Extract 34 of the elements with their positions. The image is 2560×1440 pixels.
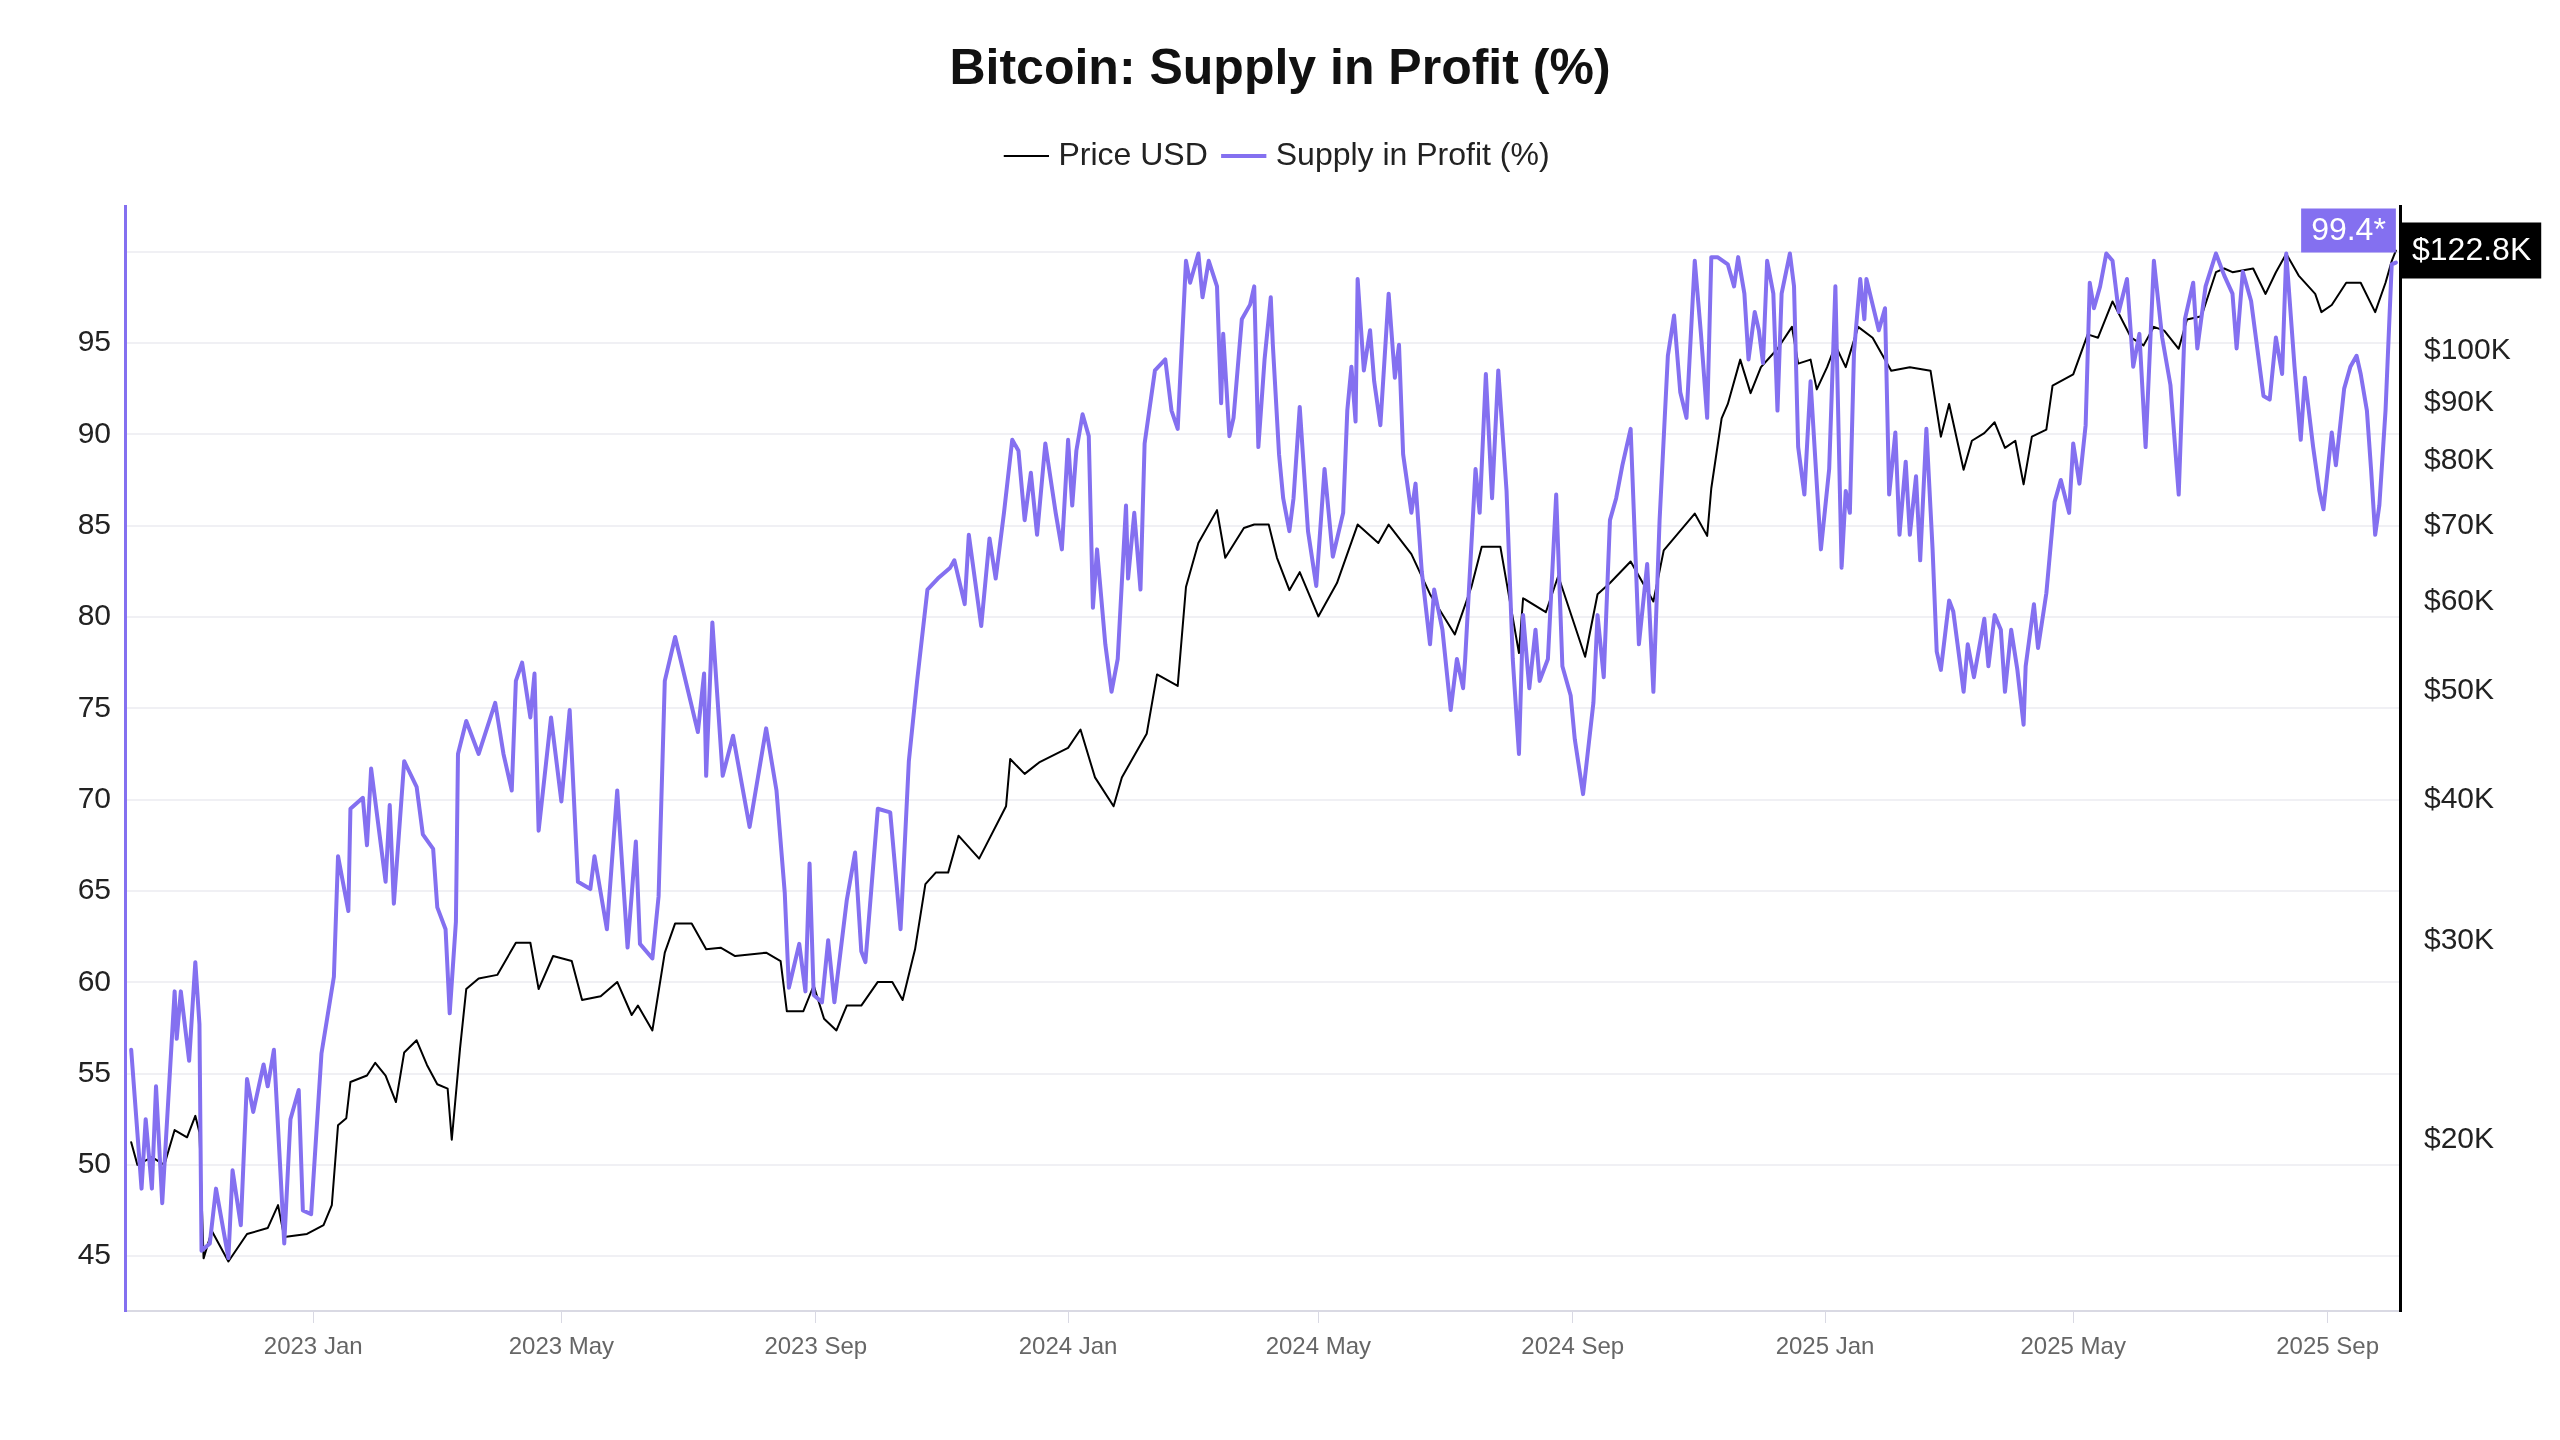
y2-tick-label: $60K — [2424, 582, 2495, 616]
x-tick-label: 2023 Sep — [764, 1332, 868, 1360]
y2-tick-label: $90K — [2424, 384, 2495, 418]
y-tick-label: 95 — [77, 324, 111, 358]
legend-label: Price USD — [1058, 135, 1208, 172]
y-tick-label: 75 — [77, 689, 111, 723]
y-tick-label: 70 — [77, 780, 111, 814]
y2-tick-label: $40K — [2424, 781, 2495, 815]
y2-tick-label: $80K — [2424, 441, 2495, 475]
x-tick-label: 2025 Sep — [2276, 1332, 2379, 1360]
y-tick-label: 55 — [77, 1054, 111, 1088]
x-tick-label: 2023 Jan — [263, 1332, 363, 1360]
x-tick-label: 2024 Sep — [1521, 1332, 1625, 1360]
y-tick-label: 90 — [77, 415, 111, 449]
x-tick-label: 2025 Jan — [1775, 1332, 1875, 1360]
legend-label: Supply in Profit (%) — [1275, 135, 1550, 172]
y-tick-label: 85 — [77, 506, 111, 540]
y-tick-label: 60 — [77, 963, 111, 997]
x-tick-label: 2025 May — [2020, 1332, 2126, 1360]
x-tick-label: 2024 May — [1265, 1332, 1372, 1360]
y2-tick-label: $100K — [2424, 332, 2511, 366]
y-tick-label: 65 — [77, 872, 111, 906]
y2-tick-label: $50K — [2424, 672, 2495, 706]
y2-tick-label: $20K — [2424, 1121, 2495, 1154]
y2-tick-label: $30K — [2424, 922, 2495, 956]
data-label: $122.8K — [2412, 231, 2532, 268]
y-tick-label: 50 — [77, 1146, 111, 1180]
y2-tick-label: $70K — [2424, 507, 2495, 541]
data-label: 99.4* — [2311, 211, 2386, 248]
chart-title: Bitcoin: Supply in Profit (%) — [949, 38, 1611, 95]
y-tick-label: 45 — [77, 1237, 111, 1271]
y-tick-label: 80 — [77, 598, 111, 632]
x-tick-label: 2024 Jan — [1018, 1332, 1118, 1360]
x-tick-label: 2023 May — [508, 1332, 615, 1360]
